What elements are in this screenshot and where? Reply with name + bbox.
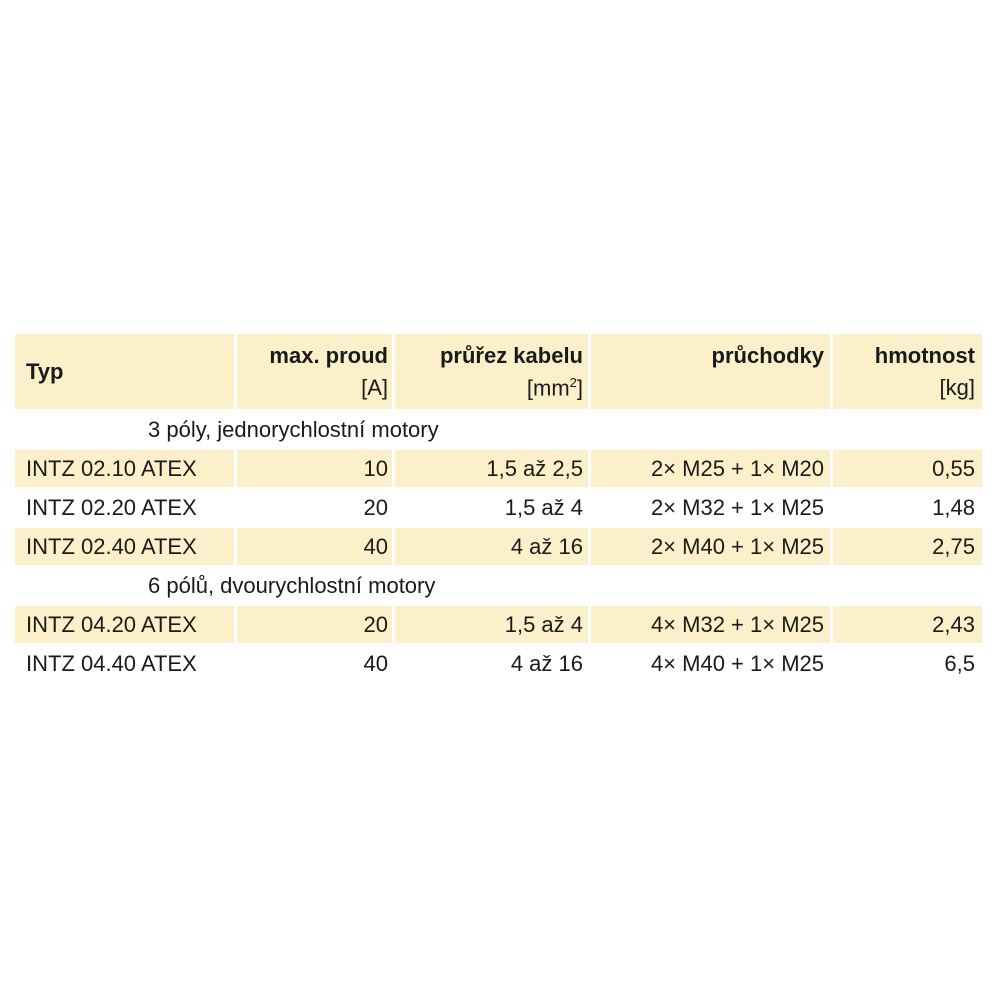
cell-glands: 4× M32 + 1× M25 (591, 606, 830, 643)
header-weight-title: hmotnost (874, 343, 975, 368)
cell-cable: 1,5 až 4 (395, 606, 588, 643)
cell-type: INTZ 04.20 ATEX (15, 606, 234, 643)
table-row: INTZ 02.40 ATEX 40 4 až 16 2× M40 + 1× M… (15, 528, 985, 565)
header-cable-unit-end: ] (576, 375, 583, 401)
cell-weight: 1,48 (932, 494, 975, 520)
cell-current: 40 (363, 650, 388, 676)
cell-cable: 4 až 16 (510, 650, 583, 676)
cell-current: 20 (363, 494, 388, 520)
header-cable-unit-sup: 2 (569, 375, 577, 390)
table-row: INTZ 02.10 ATEX 10 1,5 až 2,5 2× M25 + 1… (15, 450, 985, 487)
cell-glands: 2× M25 + 1× M20 (591, 450, 830, 487)
cell-type: INTZ 02.40 ATEX (15, 528, 234, 565)
header-glands-title: průchodky (711, 343, 824, 368)
spec-table: Typ max. proud [A] průřez kabelu [mm2] p… (15, 334, 985, 684)
cell-type: INTZ 04.40 ATEX (26, 650, 197, 676)
header-type: Typ (15, 334, 234, 409)
cell-weight: 2,43 (833, 606, 982, 643)
cell-glands: 2× M40 + 1× M25 (591, 528, 830, 565)
cell-cable: 1,5 až 2,5 (395, 450, 588, 487)
cell-weight: 6,5 (944, 650, 975, 676)
header-cable-unit: [mm2] (527, 375, 583, 401)
group-label: 6 pólů, dvourychlostní motory (148, 572, 436, 598)
cell-cable: 1,5 až 4 (504, 494, 583, 520)
cell-glands: 2× M32 + 1× M25 (650, 494, 824, 520)
cell-current: 10 (237, 450, 392, 487)
cell-type: INTZ 02.10 ATEX (15, 450, 234, 487)
header-cable-title: průřez kabelu (439, 343, 583, 368)
table-header: Typ max. proud [A] průřez kabelu [mm2] p… (15, 334, 985, 409)
group-label: 3 póly, jednorychlostní motory (148, 416, 439, 442)
table-row: INTZ 02.20 ATEX 20 1,5 až 4 2× M32 + 1× … (15, 489, 985, 526)
cell-cable: 4 až 16 (395, 528, 588, 565)
header-weight-unit: [kg] (939, 375, 975, 400)
header-glands: průchodky (591, 334, 830, 409)
cell-glands: 4× M40 + 1× M25 (650, 650, 824, 676)
table-row: INTZ 04.40 ATEX 40 4 až 16 4× M40 + 1× M… (15, 645, 985, 682)
cell-current: 20 (237, 606, 392, 643)
header-cable-unit-base: [mm (526, 375, 570, 401)
header-current-unit: [A] (361, 375, 388, 400)
header-type-label: Typ (26, 358, 64, 384)
cell-current: 40 (237, 528, 392, 565)
header-weight: hmotnost [kg] (833, 334, 982, 409)
cell-weight: 0,55 (833, 450, 982, 487)
table-row: INTZ 04.20 ATEX 20 1,5 až 4 4× M32 + 1× … (15, 606, 985, 643)
cell-weight: 2,75 (833, 528, 982, 565)
cell-type: INTZ 02.20 ATEX (26, 494, 197, 520)
header-current-title: max. proud (269, 343, 388, 368)
header-cable-section: průřez kabelu [mm2] (395, 334, 588, 409)
header-max-current: max. proud [A] (237, 334, 392, 409)
